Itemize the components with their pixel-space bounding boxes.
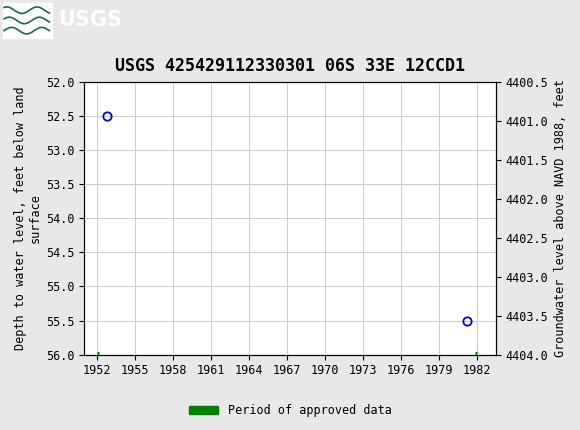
Title: USGS 425429112330301 06S 33E 12CCD1: USGS 425429112330301 06S 33E 12CCD1 [115, 57, 465, 74]
Legend: Period of approved data: Period of approved data [184, 399, 396, 422]
Y-axis label: Groundwater level above NAVD 1988, feet: Groundwater level above NAVD 1988, feet [554, 79, 567, 357]
Y-axis label: Depth to water level, feet below land
surface: Depth to water level, feet below land su… [14, 86, 42, 350]
FancyBboxPatch shape [3, 3, 52, 37]
Text: USGS: USGS [58, 10, 122, 31]
